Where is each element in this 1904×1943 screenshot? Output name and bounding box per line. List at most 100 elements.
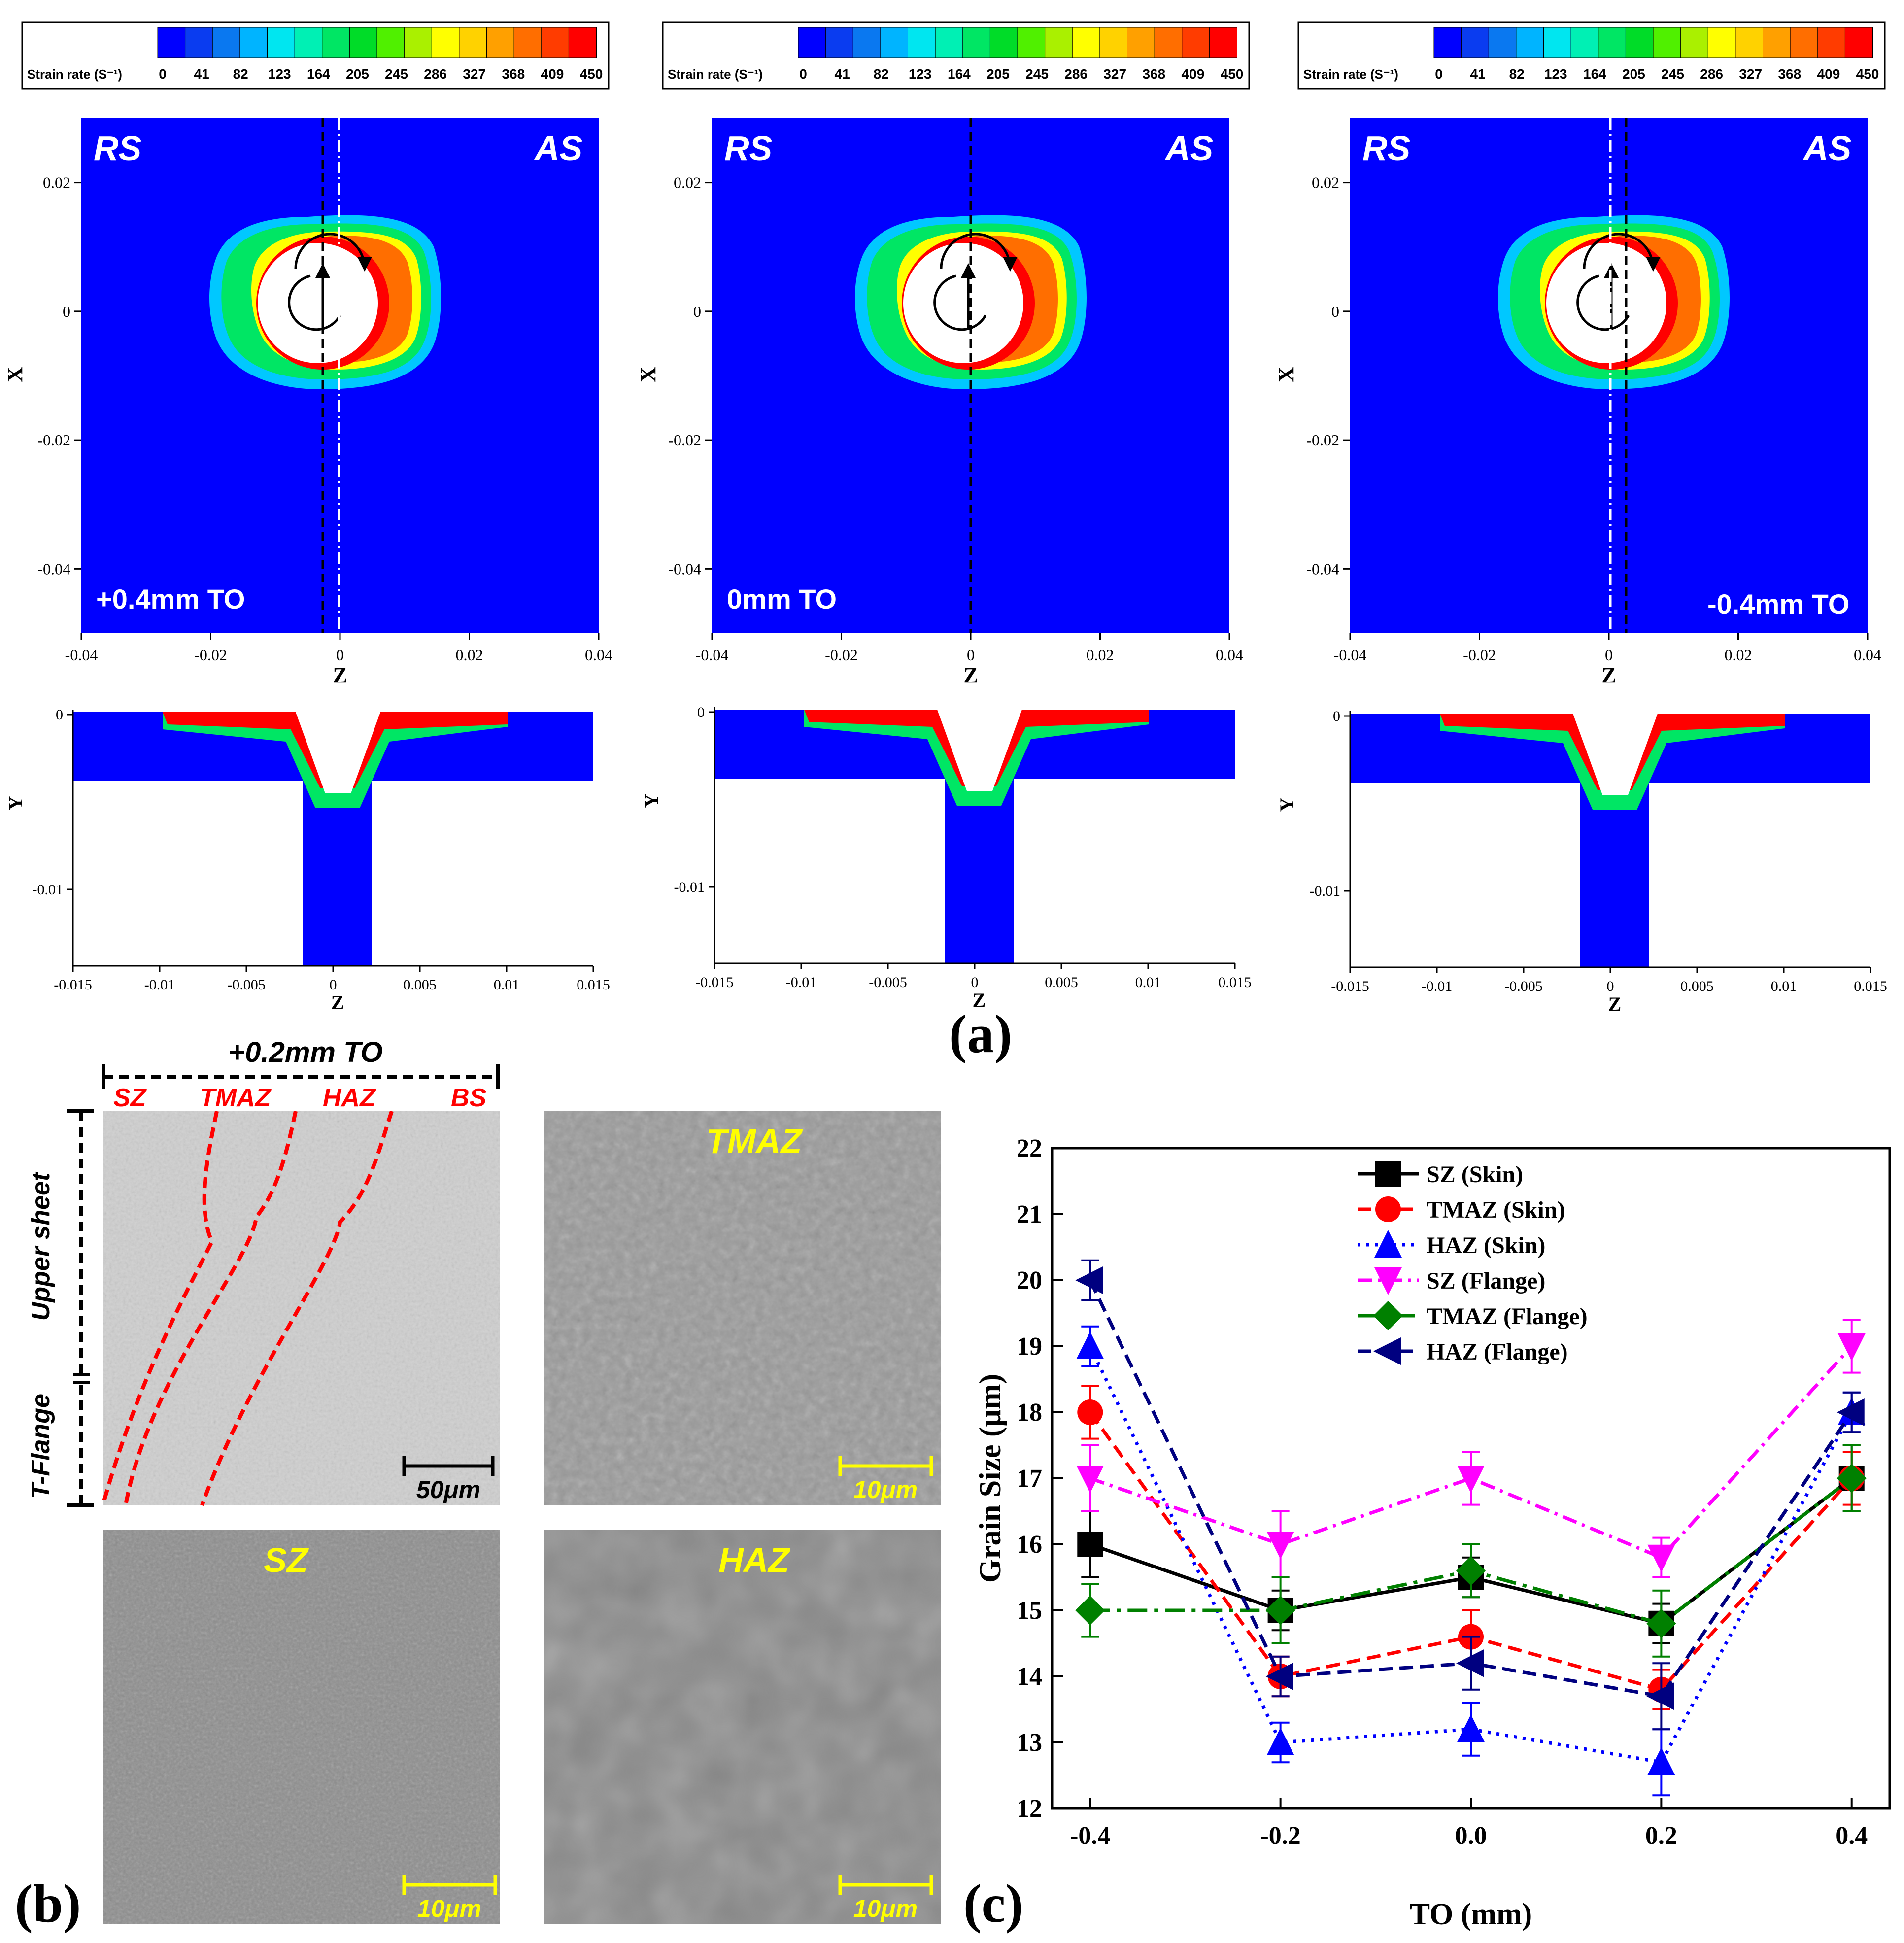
strain-halo (1498, 215, 1730, 389)
color-swatch (1790, 27, 1818, 58)
tick-label: 0 (56, 707, 63, 723)
tick-label: 0.01 (1135, 974, 1161, 990)
legend-tick-label: 0 (159, 67, 167, 82)
color-swatch (185, 27, 213, 58)
legend-tick-label: 327 (1739, 67, 1762, 82)
legend-color-bar (798, 27, 1237, 58)
tmaz-image-label: TMAZ (706, 1122, 803, 1160)
legend-label: TMAZ (Skin) (1427, 1197, 1565, 1223)
legend-tick-label: 82 (874, 67, 889, 82)
legend-tick-label: 245 (1661, 67, 1684, 82)
x-tick-label: -0.2 (1260, 1822, 1300, 1850)
legend-ticks: 0 41 82 123 164 205 245 286 327 368 409 450 (1435, 67, 1879, 82)
data-point (1076, 1466, 1104, 1493)
panel-b-header: +0.2mm TO (228, 1036, 382, 1068)
legend-tick-label: 450 (1856, 67, 1879, 82)
data-point (1265, 1596, 1295, 1625)
legend-title: Strain rate (S⁻¹) (27, 67, 122, 82)
color-swatch (1680, 27, 1709, 58)
offset-label: 0mm TO (727, 583, 837, 614)
legend-entry: HAZ (Flange) (1358, 1337, 1568, 1365)
y-tick-label: 20 (1017, 1266, 1042, 1295)
color-swatch (349, 27, 377, 58)
top-y-label: X (636, 367, 660, 382)
legend-tick-label: 205 (986, 67, 1010, 82)
legend-tick-label: 123 (268, 67, 291, 82)
x-tick-label: -0.4 (1070, 1822, 1110, 1850)
legend-marker (1373, 1301, 1403, 1330)
x-tick-label: 0.4 (1836, 1822, 1868, 1850)
color-swatch (1763, 27, 1791, 58)
legend-tick-label: 82 (1509, 67, 1525, 82)
panel-a-caption: (a) (949, 1004, 1012, 1064)
strain-column-2: Strain rate (S⁻¹) 0 41 82 123 164 205 245 286 32… (636, 21, 1252, 1011)
tmaz-scale-bar: 10μm (853, 1476, 918, 1503)
x-ticks: -0.4 -0.2 0.0 0.2 0.4 (1070, 1798, 1868, 1850)
legend-ticks: 0 41 82 123 164 205 245 286 327 368 409 450 (159, 67, 603, 82)
t-flange-label: T-Flange (27, 1394, 55, 1499)
tick-label: 0.02 (1087, 646, 1114, 664)
series-5 (1075, 1259, 1865, 1731)
legend-tick-label: 368 (1778, 67, 1801, 82)
grain-size-chart: -0.4 -0.2 0.0 0.2 0.4 12 13 14 15 16 17 18 19 20 21 22… (963, 1134, 1891, 1934)
top-x-ticks: -0.04 -0.02 0 0.02 0.04 (1334, 633, 1881, 664)
legend-tick-label: 368 (1142, 67, 1165, 82)
tick-label: 0.04 (1216, 646, 1243, 664)
data-point (1457, 1466, 1485, 1493)
legend-entry: SZ (Flange) (1358, 1267, 1545, 1295)
micrograph-sz: SZ 10μm (103, 1530, 500, 1924)
color-swatch (1099, 27, 1128, 58)
legend-tick-label: 82 (233, 67, 248, 82)
color-swatch (989, 27, 1018, 58)
tick-label: 0.02 (1725, 646, 1752, 664)
y-tick-label: 14 (1017, 1663, 1042, 1691)
color-swatch (1433, 27, 1462, 58)
y-tick-label: 13 (1017, 1729, 1042, 1757)
bottom-x-label: Z (331, 991, 344, 1014)
bottom-y-label: Y (4, 796, 27, 810)
bottom-y-ticks: 0 -0.01 (674, 704, 714, 895)
data-point (1836, 1398, 1865, 1426)
color-swatch (1598, 27, 1627, 58)
color-swatch (1127, 27, 1156, 58)
legend-tick-label: 286 (424, 67, 447, 82)
tick-label: -0.01 (1422, 978, 1453, 994)
tick-label: 0 (967, 646, 975, 664)
data-point (1837, 1333, 1866, 1361)
bottom-y-ticks: 0 -0.01 (33, 707, 73, 898)
legend-marker (1375, 1196, 1401, 1222)
top-y-label: X (3, 367, 27, 382)
tick-label: -0.015 (695, 974, 734, 990)
tick-label: 0.015 (1218, 974, 1252, 990)
color-swatch (1209, 27, 1237, 58)
advancing-side-label: AS (534, 129, 582, 168)
data-point (1456, 1649, 1484, 1677)
color-swatch (1072, 27, 1100, 58)
tick-label: -0.04 (1306, 560, 1339, 578)
top-x-label: Z (333, 663, 347, 687)
color-swatch (404, 27, 433, 58)
y-tick-label: 19 (1017, 1332, 1042, 1361)
bottom-axes: -0.015 -0.01 -0.005 0 0.005 0.01 0.015 0-0.01 … (640, 704, 1252, 1011)
data-point (1077, 1399, 1103, 1425)
strain-map-top: RS AS +0.4mm TO (81, 118, 599, 633)
chart-legend: SZ (Skin) TMAZ (Skin) HAZ (Skin) SZ (Flange… (1358, 1161, 1588, 1365)
offset-label: +0.4mm TO (96, 583, 245, 614)
strain-rate-legend: Strain rate (S⁻¹) 0 41 82 123 164 205 245 286 32… (662, 21, 1250, 90)
color-swatch (1817, 27, 1846, 58)
sz-scale-bar: 10μm (417, 1895, 481, 1922)
panel-b-caption: (b) (15, 1874, 81, 1934)
color-swatch (1182, 27, 1210, 58)
data-point (1646, 1682, 1674, 1710)
strain-rate-legend: Strain rate (S⁻¹) 0 41 82 123 164 205 245 286 32… (21, 21, 610, 90)
top-x-label: Z (963, 663, 978, 687)
tick-label: 0.015 (1854, 978, 1887, 994)
color-swatch (459, 27, 487, 58)
tick-label: 0.01 (494, 977, 520, 993)
tick-label: 0 (697, 704, 705, 720)
x-tick-label: 0.0 (1455, 1822, 1487, 1850)
strain-column-3: Strain rate (S⁻¹) 0 41 82 123 164 205 245 286 32… (1274, 21, 1887, 1015)
data-point (1647, 1747, 1675, 1775)
strain-map-top: RS AS -0.4mm TO (1350, 118, 1868, 633)
cross-section (1350, 714, 1870, 967)
